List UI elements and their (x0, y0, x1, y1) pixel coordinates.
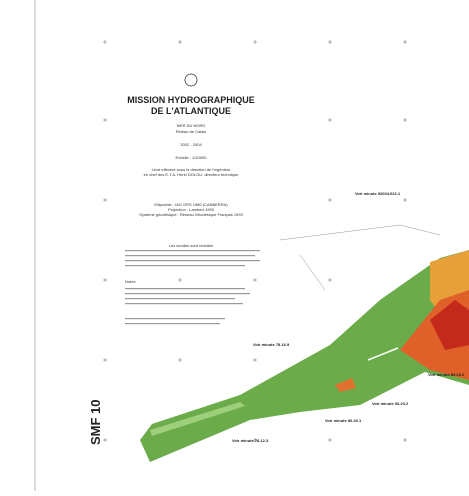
minute-label: Voir minute 80.40.1 (325, 418, 362, 423)
minute-label: Voir minute 93.23.2 (372, 401, 409, 406)
swath-shallow (335, 378, 356, 392)
region: MER DU NORD (177, 123, 206, 128)
title: MISSION HYDROGRAPHIQUE (127, 95, 255, 105)
minute-label: Voir minute 92004.022.1 (355, 191, 401, 196)
minute-label: Voir minute 78.12.3 (232, 438, 269, 443)
swath-shallow (430, 300, 469, 350)
note: Ellipsoïde : IAG GRS 1980 (CANBERRA) (154, 202, 228, 207)
minute-label: Voir minute 89.23.2 (428, 372, 465, 377)
area: Rideau de Calais (176, 129, 206, 134)
grid-crosses (103, 40, 407, 442)
minute-label: Voir minute 78.16.9 (253, 342, 290, 347)
note: Projection : Lambert 1993 (168, 207, 215, 212)
note: Notes (125, 279, 135, 284)
title: DE L'ATLANTIQUE (151, 106, 231, 116)
note: Système géodésique : Réseau Géodésique F… (139, 212, 243, 217)
note: Les sondes sont réduites (169, 243, 213, 248)
scale: Echelle : 1/10000 (176, 155, 208, 160)
note: Levé effectué sous la direction de l'ing… (152, 167, 231, 172)
survey-swath (140, 224, 469, 462)
sheet-id: SMF 10 (88, 399, 103, 445)
note: en chef des E.T.A. Henri DOLOU, directeu… (144, 172, 239, 177)
emblem (184, 73, 198, 87)
swath-strip (150, 402, 245, 436)
boundary (279, 224, 441, 241)
swath-gap (367, 347, 399, 361)
boundary (299, 254, 326, 291)
years: 2002 - 2004 (180, 142, 202, 147)
text-block (125, 250, 260, 325)
